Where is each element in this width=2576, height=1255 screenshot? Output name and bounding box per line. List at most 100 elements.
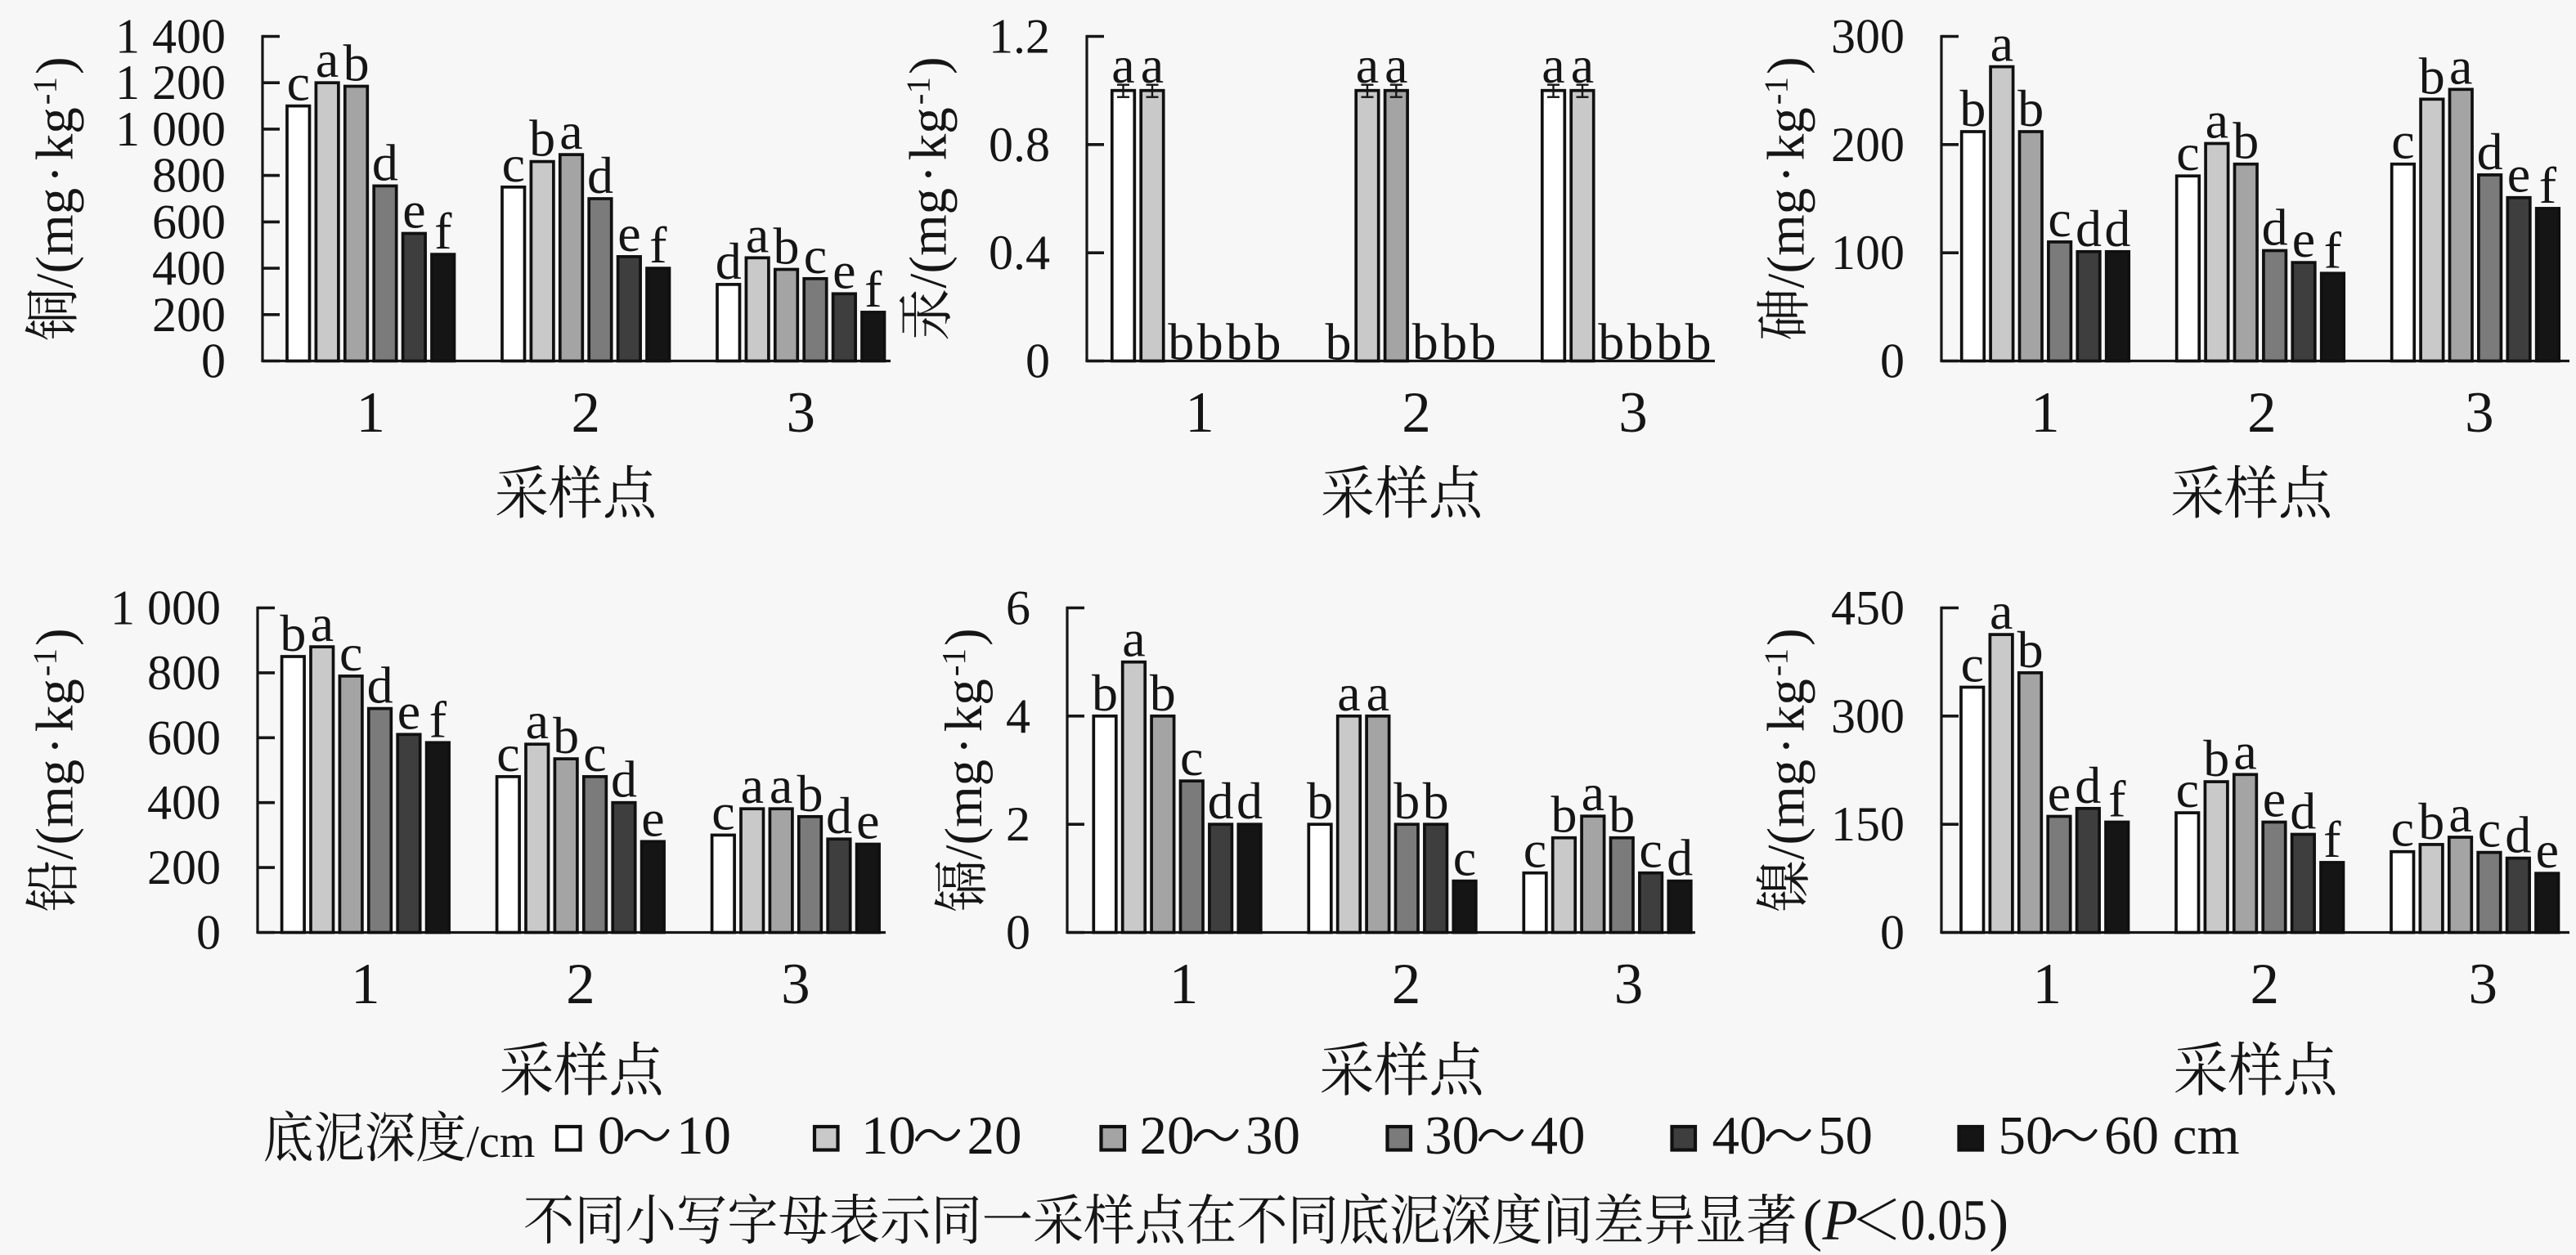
svg-text:50: 50 bbox=[1818, 1105, 1873, 1166]
svg-text:a: a bbox=[2233, 722, 2256, 780]
svg-text:c: c bbox=[496, 724, 519, 782]
svg-text:f: f bbox=[2323, 810, 2341, 868]
svg-text:a: a bbox=[1367, 664, 1389, 722]
svg-text:/(mg·kg: /(mg·kg bbox=[935, 679, 994, 859]
svg-text:b: b bbox=[1627, 313, 1654, 371]
svg-text:3: 3 bbox=[2468, 952, 2497, 1016]
svg-text:a: a bbox=[1337, 664, 1360, 722]
svg-text:-1: -1 bbox=[1757, 648, 1795, 676]
svg-text:4: 4 bbox=[1006, 689, 1030, 743]
svg-text:e: e bbox=[2536, 821, 2559, 879]
svg-text:c: c bbox=[1961, 635, 1984, 693]
svg-text:600: 600 bbox=[152, 195, 226, 249]
svg-text:2: 2 bbox=[1402, 381, 1431, 445]
svg-text:/cm: /cm bbox=[466, 1117, 535, 1168]
svg-text:b: b bbox=[1412, 313, 1438, 371]
svg-text:200: 200 bbox=[152, 288, 226, 342]
svg-text:a: a bbox=[1542, 36, 1564, 94]
svg-text:b: b bbox=[2017, 79, 2044, 137]
svg-text:300: 300 bbox=[1831, 10, 1905, 64]
svg-text:a: a bbox=[559, 102, 582, 160]
svg-text:P: P bbox=[1822, 1189, 1858, 1253]
svg-text:a: a bbox=[770, 756, 792, 814]
svg-text:): ) bbox=[900, 56, 958, 74]
svg-text:400: 400 bbox=[152, 241, 226, 295]
svg-text:1 000: 1 000 bbox=[115, 102, 226, 156]
svg-text:0.8: 0.8 bbox=[989, 118, 1050, 172]
svg-text:a: a bbox=[316, 30, 339, 88]
svg-text:b: b bbox=[1168, 313, 1194, 371]
svg-text:1 400: 1 400 bbox=[115, 10, 226, 64]
svg-text:40: 40 bbox=[1712, 1105, 1767, 1166]
svg-text:): ) bbox=[1757, 56, 1816, 74]
svg-text:800: 800 bbox=[147, 646, 221, 700]
svg-text:b: b bbox=[1255, 313, 1281, 371]
svg-text:b: b bbox=[1685, 313, 1712, 371]
svg-text:): ) bbox=[935, 628, 994, 646]
svg-text:f: f bbox=[2539, 156, 2557, 214]
svg-text:e: e bbox=[641, 789, 664, 847]
svg-text:b: b bbox=[797, 764, 824, 822]
svg-text:e: e bbox=[402, 182, 425, 240]
svg-text:-1: -1 bbox=[26, 77, 64, 105]
svg-text:2: 2 bbox=[566, 952, 595, 1016]
svg-text:f: f bbox=[429, 690, 447, 748]
svg-text:c: c bbox=[502, 135, 525, 193]
svg-text:d: d bbox=[2505, 806, 2531, 864]
svg-text:): ) bbox=[26, 628, 85, 646]
svg-text:d: d bbox=[1208, 772, 1234, 830]
svg-text:b: b bbox=[1092, 664, 1118, 722]
svg-text:c: c bbox=[339, 624, 362, 682]
svg-text:0: 0 bbox=[1025, 334, 1050, 388]
svg-text:c: c bbox=[711, 782, 734, 840]
svg-text:f: f bbox=[864, 260, 882, 318]
svg-text:2: 2 bbox=[2247, 381, 2277, 445]
svg-text:b: b bbox=[774, 217, 800, 276]
svg-text:d: d bbox=[826, 787, 852, 845]
svg-text:200: 200 bbox=[1831, 118, 1905, 172]
svg-text:a: a bbox=[2448, 785, 2471, 843]
svg-text:800: 800 bbox=[152, 149, 226, 203]
svg-text:e: e bbox=[2292, 210, 2315, 268]
svg-text:f: f bbox=[2108, 770, 2126, 828]
svg-text:d: d bbox=[716, 232, 742, 290]
svg-text:b: b bbox=[1326, 313, 1352, 371]
svg-text:20: 20 bbox=[967, 1105, 1022, 1166]
svg-text:e: e bbox=[2507, 146, 2530, 204]
svg-text:1: 1 bbox=[1169, 952, 1199, 1016]
svg-text:30: 30 bbox=[1425, 1105, 1479, 1166]
svg-text:a: a bbox=[1384, 36, 1407, 94]
svg-text:b: b bbox=[1307, 772, 1333, 830]
svg-text:c: c bbox=[2391, 112, 2414, 170]
svg-text:150: 150 bbox=[1831, 797, 1905, 851]
svg-text:c: c bbox=[2048, 190, 2071, 248]
svg-text:d: d bbox=[587, 146, 613, 204]
svg-text:b: b bbox=[280, 604, 306, 662]
svg-text:(: ( bbox=[1803, 1189, 1823, 1253]
svg-text:40: 40 bbox=[1531, 1105, 1586, 1166]
svg-text:2: 2 bbox=[571, 381, 600, 445]
svg-text:0: 0 bbox=[1880, 334, 1905, 388]
svg-text:b: b bbox=[1598, 313, 1624, 371]
svg-text:1: 1 bbox=[2032, 952, 2062, 1016]
svg-text:60 cm: 60 cm bbox=[2104, 1105, 2240, 1166]
svg-text:): ) bbox=[1990, 1189, 2009, 1253]
svg-text:b: b bbox=[1551, 786, 1577, 844]
svg-text:20: 20 bbox=[1140, 1105, 1195, 1166]
svg-text:a: a bbox=[311, 594, 334, 652]
svg-text:30: 30 bbox=[1245, 1105, 1300, 1166]
svg-text:1 000: 1 000 bbox=[110, 581, 221, 635]
svg-text:a: a bbox=[1990, 15, 2013, 73]
svg-text:b: b bbox=[1393, 772, 1420, 830]
svg-text:b: b bbox=[1197, 313, 1223, 371]
svg-text:2: 2 bbox=[2250, 952, 2279, 1016]
svg-text:b: b bbox=[2233, 112, 2259, 170]
svg-text:a: a bbox=[2449, 37, 2472, 95]
svg-text:a: a bbox=[2206, 92, 2228, 150]
svg-text:e: e bbox=[397, 682, 420, 740]
svg-text:c: c bbox=[287, 54, 310, 112]
svg-text:c: c bbox=[1453, 829, 1476, 887]
svg-text:e: e bbox=[2048, 764, 2071, 822]
svg-text:1: 1 bbox=[356, 381, 385, 445]
svg-text:a: a bbox=[1111, 36, 1134, 94]
